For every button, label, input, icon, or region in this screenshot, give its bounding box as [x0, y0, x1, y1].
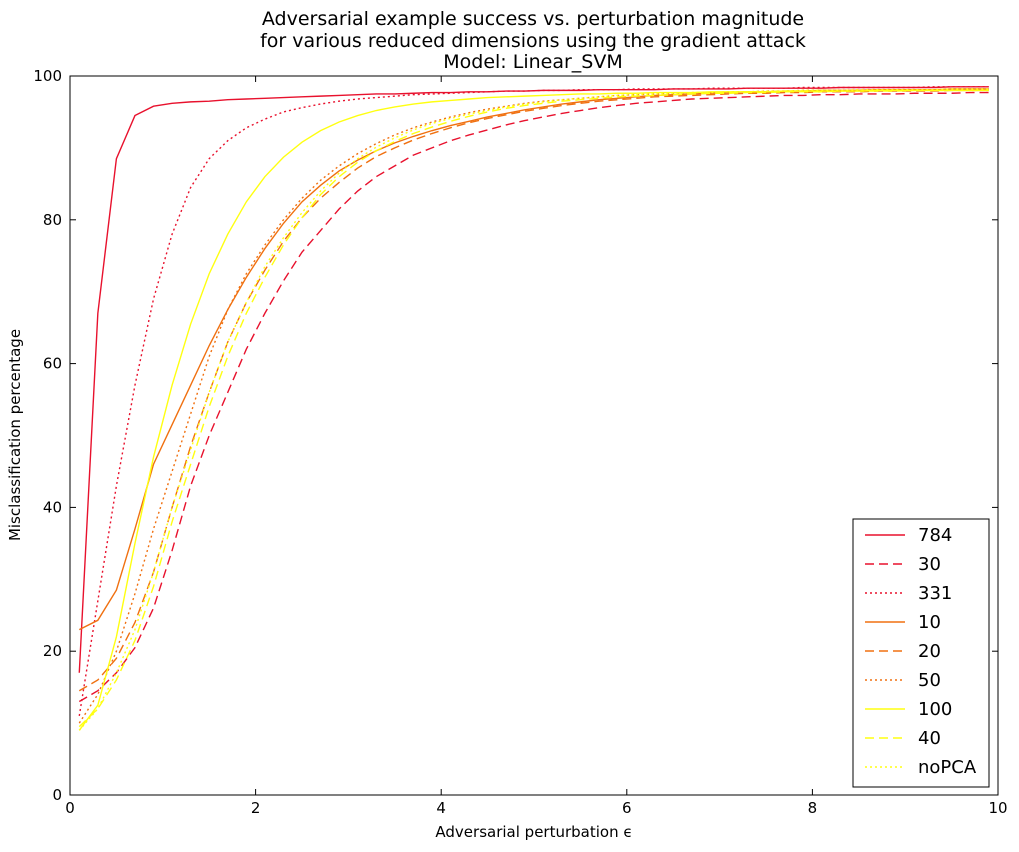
legend-label-20: 20	[918, 641, 941, 662]
y-tick-label: 100	[33, 67, 62, 85]
x-tick-label: 10	[988, 799, 1007, 817]
series-line-100	[78, 89, 989, 731]
legend-box	[852, 518, 990, 788]
x-tick-label: 6	[622, 799, 632, 817]
legend-label-331: 331	[918, 583, 952, 604]
y-tick-label: 20	[43, 642, 62, 660]
legend-label-nopca: noPCA	[918, 757, 977, 778]
chart-title-line-3: Model: Linear_SVM	[443, 51, 623, 73]
y-tick-label: 0	[52, 786, 62, 804]
series-line-331	[78, 86, 989, 717]
legend: 784 30 331 10 20 50 100 40 noPCA	[852, 518, 990, 788]
legend-label-10: 10	[918, 612, 941, 633]
series-line-40	[78, 89, 989, 728]
x-tick-label: 0	[65, 799, 75, 817]
y-tick-label: 40	[43, 498, 62, 516]
y-axis-label: Misclassification percentage	[6, 329, 24, 541]
series-line-784	[78, 86, 989, 673]
series-line-10	[78, 88, 989, 631]
legend-label-784: 784	[918, 525, 952, 546]
chart-title-line-1: Adversarial example success vs. perturba…	[262, 8, 804, 30]
x-tick-label: 4	[436, 799, 446, 817]
y-tick-label: 60	[43, 355, 62, 373]
legend-label-40: 40	[918, 728, 941, 749]
series-layer	[78, 86, 989, 731]
legend-label-50: 50	[918, 670, 941, 691]
x-tick-label: 2	[251, 799, 261, 817]
x-tick-label: 8	[808, 799, 818, 817]
series-line-30	[78, 91, 989, 703]
legend-label-100: 100	[918, 699, 952, 720]
legend-label-30: 30	[918, 554, 941, 575]
series-line-50	[78, 88, 989, 724]
y-tick-label: 80	[43, 211, 62, 229]
plot-frame	[69, 75, 999, 796]
series-line-nopca	[78, 88, 989, 731]
x-axis-label: Adversarial perturbation ϵ	[435, 823, 632, 841]
chart-title-line-2: for various reduced dimensions using the…	[260, 30, 806, 52]
